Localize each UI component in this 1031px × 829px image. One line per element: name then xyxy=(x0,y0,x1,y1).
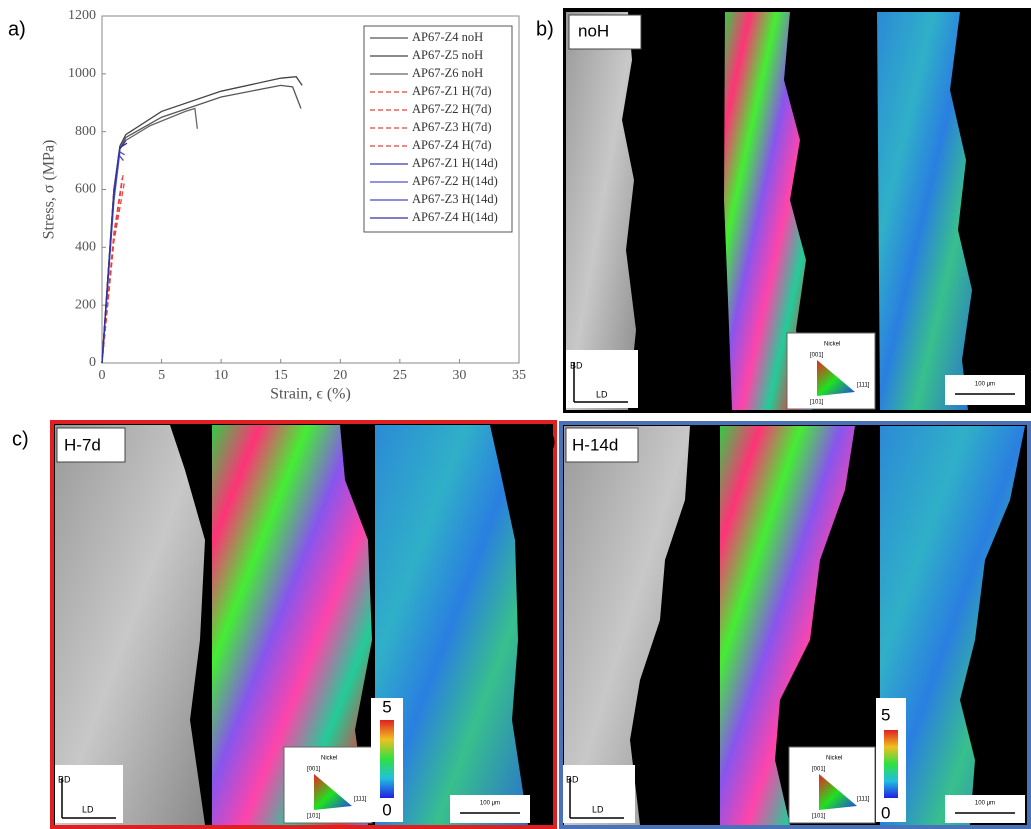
ipf-dir: [101] xyxy=(810,400,824,406)
panel-label: d) xyxy=(538,430,556,452)
scale-label: 100 μm xyxy=(975,801,995,807)
y-tick-label: 600 xyxy=(75,182,96,197)
ipf-dir: [001] xyxy=(812,767,826,773)
y-tick-label: 400 xyxy=(75,240,96,255)
y-tick-label: 200 xyxy=(75,297,96,312)
colorbar xyxy=(380,720,394,798)
scale-box xyxy=(945,375,1025,405)
legend-label: AP67-Z4 H(14d) xyxy=(412,210,498,224)
x-tick-label: 30 xyxy=(452,368,466,383)
scale-box xyxy=(450,795,530,823)
colorbar-max: 5 xyxy=(382,697,391,716)
x-tick-label: 0 xyxy=(99,368,106,383)
legend-label: AP67-Z2 H(14d) xyxy=(412,174,498,188)
x-tick-label: 20 xyxy=(333,368,347,383)
panel-d: d) H-14d BD LD Nickel [001] [111] [101] … xyxy=(538,423,1029,827)
y-tick-label: 1000 xyxy=(68,66,96,81)
legend-label: AP67-Z3 H(14d) xyxy=(412,192,498,206)
x-axis-label: Strain, ϵ (%) xyxy=(270,386,351,403)
y-tick-label: 1200 xyxy=(68,8,96,23)
panel-b: b) noH BD LD Nickel [001] [111] [101] 10… xyxy=(536,8,1031,413)
ipf-dir: [111] xyxy=(354,797,367,803)
colorbar-min: 0 xyxy=(881,803,890,822)
ipf-title: Nickel xyxy=(826,756,842,762)
x-tick-label: 5 xyxy=(158,368,165,383)
ipf-dir: [111] xyxy=(857,383,870,389)
colorbar-max: 5 xyxy=(881,705,890,724)
panel-label: b) xyxy=(536,18,554,40)
colorbar xyxy=(884,730,898,798)
ld-label: LD xyxy=(592,804,604,814)
ipf-dir: [101] xyxy=(307,814,321,820)
legend-label: AP67-Z6 noH xyxy=(412,66,483,80)
chart: a) 0 5 10 15 20 25 30 35 0 200 400 600 800 1000 1200 Str… xyxy=(8,8,526,402)
legend-label: AP67-Z1 H(7d) xyxy=(412,84,492,98)
figure: a) 0 5 10 15 20 25 30 35 0 200 400 600 800 1000 1200 Str… xyxy=(0,0,1031,829)
ipf-dir: [001] xyxy=(810,353,824,359)
colorbar-min: 0 xyxy=(382,800,391,819)
legend-label: AP67-Z4 H(7d) xyxy=(412,138,492,152)
legend-label: AP67-Z2 H(7d) xyxy=(412,102,492,116)
bd-label: BD xyxy=(570,360,583,370)
bd-label: BD xyxy=(58,774,71,784)
bd-label: BD xyxy=(566,774,579,784)
y-tick-label: 0 xyxy=(89,355,96,370)
ipf-title: Nickel xyxy=(824,342,840,348)
ld-label: LD xyxy=(82,804,94,814)
scale-label: 100 μm xyxy=(480,801,500,807)
scale-label: 100 μm xyxy=(975,382,995,388)
ipf-dir: [001] xyxy=(307,767,321,773)
x-tick-label: 10 xyxy=(214,368,228,383)
y-tick-label: 800 xyxy=(75,124,96,139)
legend-label: AP67-Z4 noH xyxy=(412,30,483,44)
ipf-title: Nickel xyxy=(321,756,337,762)
panel-label: c) xyxy=(12,428,29,450)
x-tick-label: 35 xyxy=(512,368,526,383)
x-tick-label: 25 xyxy=(393,368,407,383)
panel-label: a) xyxy=(8,18,26,40)
ld-label: LD xyxy=(596,389,608,399)
legend-label: AP67-Z5 noH xyxy=(412,48,483,62)
ipf-dir: [111] xyxy=(857,797,870,803)
panel-c: c) H-7d BD LD Nickel [001] [111] [101] 5… xyxy=(12,422,555,827)
legend-label: AP67-Z1 H(14d) xyxy=(412,156,498,170)
panel-title: H-7d xyxy=(64,435,101,454)
legend-label: AP67-Z3 H(7d) xyxy=(412,120,492,134)
panel-title: H-14d xyxy=(572,435,618,454)
ipf-dir: [101] xyxy=(812,814,826,820)
x-tick-label: 15 xyxy=(274,368,288,383)
scale-box xyxy=(945,795,1025,823)
y-axis-label: Stress, σ (MPa) xyxy=(41,140,58,240)
panel-title: noH xyxy=(578,21,609,40)
